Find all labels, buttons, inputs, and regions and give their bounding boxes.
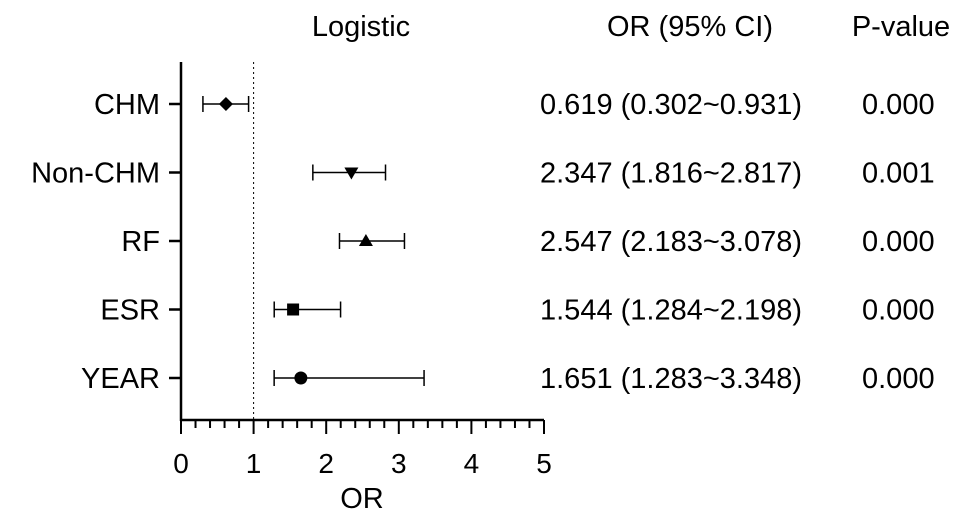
or-ci-value: 2.547 (2.183~3.078) — [540, 226, 802, 258]
x-tick-label: 0 — [173, 448, 189, 479]
x-axis-ticks: 0 1 2 3 4 5 — [173, 420, 552, 479]
x-axis-label: OR — [340, 483, 384, 515]
forest-row: YEAR 1.651 (1.283~3.348) 0.000 — [81, 363, 935, 395]
x-tick-label: 3 — [391, 448, 407, 479]
forest-row: ESR 1.544 (1.284~2.198) 0.000 — [100, 295, 934, 327]
or-ci-header: OR (95% CI) — [607, 11, 773, 43]
row-label: RF — [121, 226, 160, 258]
or-marker — [358, 234, 373, 246]
forest-row: RF 2.547 (2.183~3.078) 0.000 — [121, 226, 934, 258]
or-ci-value: 1.651 (1.283~3.348) — [540, 363, 802, 395]
chart-title: Logistic — [312, 11, 410, 43]
row-label: YEAR — [81, 363, 160, 395]
p-value: 0.000 — [862, 226, 935, 258]
p-value-header: P-value — [852, 11, 950, 43]
x-tick-label: 5 — [536, 448, 552, 479]
or-marker — [218, 97, 233, 111]
or-ci-value: 1.544 (1.284~2.198) — [540, 295, 802, 327]
forest-row: CHM 0.619 (0.302~0.931) 0.000 — [94, 89, 935, 121]
x-tick-label: 2 — [318, 448, 334, 479]
or-marker — [344, 167, 359, 180]
p-value: 0.001 — [862, 158, 935, 190]
or-marker — [294, 371, 308, 385]
row-label: ESR — [100, 295, 160, 327]
forest-rows: CHM 0.619 (0.302~0.931) 0.000 Non-CHM 2.347 … — [31, 89, 934, 395]
row-label: CHM — [94, 89, 160, 121]
row-label: Non-CHM — [31, 158, 160, 190]
x-tick-label: 4 — [464, 448, 480, 479]
or-marker — [287, 303, 300, 316]
x-tick-label: 1 — [246, 448, 262, 479]
p-value: 0.000 — [862, 363, 935, 395]
p-value: 0.000 — [862, 89, 935, 121]
forest-row: Non-CHM 2.347 (1.816~2.817) 0.001 — [31, 158, 934, 190]
p-value: 0.000 — [862, 295, 935, 327]
or-ci-value: 0.619 (0.302~0.931) — [540, 89, 802, 121]
or-ci-value: 2.347 (1.816~2.817) — [540, 158, 802, 190]
